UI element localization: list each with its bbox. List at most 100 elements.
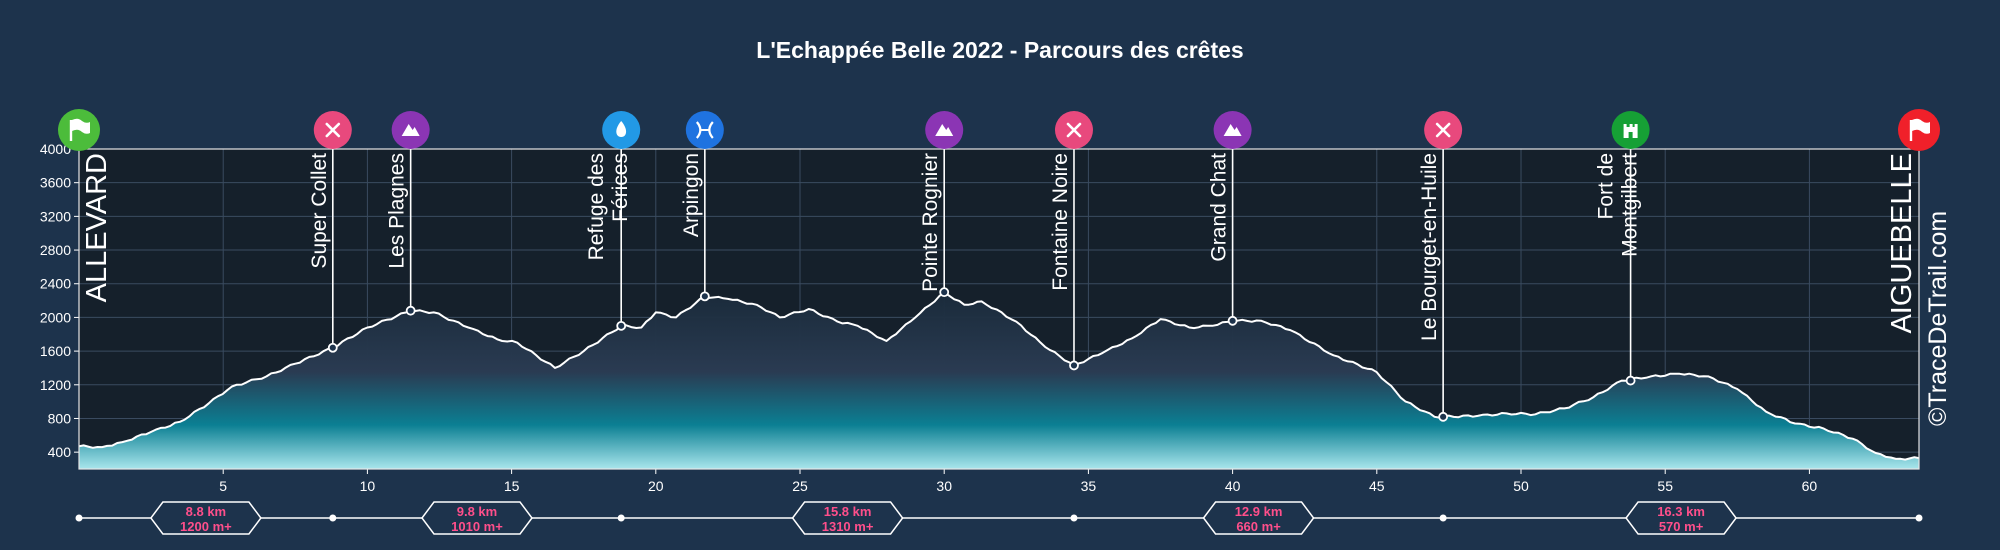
- flag-icon: [1909, 118, 1930, 141]
- segment-distance: 8.8 km: [186, 504, 226, 519]
- segment-gain: 1310 m+: [822, 519, 874, 534]
- waypoint-label-line: Refuge des: [585, 153, 608, 260]
- waypoint-label-line: Les Plagnes: [386, 153, 409, 269]
- waypoint-pointe-rognier: Pointe Rognier: [919, 111, 964, 298]
- x-tick-label: 60: [1802, 478, 1818, 494]
- segment-gain: 660 m+: [1236, 519, 1281, 534]
- x-tick-label: 15: [504, 478, 520, 494]
- pass-icon: [695, 121, 714, 139]
- water-drop-icon: [616, 121, 627, 137]
- segment-gain: 570 m+: [1659, 519, 1704, 534]
- icon-shape: [1912, 118, 1930, 134]
- icon-stroke: [325, 122, 341, 138]
- segment-badge: [149, 501, 262, 535]
- y-tick-label: 4000: [40, 141, 71, 157]
- waypoint-les-plagnes: Les Plagnes: [386, 111, 430, 316]
- waypoint-label-line: Le Bourget-en-Huile: [1418, 153, 1441, 341]
- waypoint-super-collet: Super Collet: [308, 111, 352, 353]
- icon-stroke: [1435, 122, 1451, 138]
- y-tick-label: 2000: [40, 309, 71, 325]
- icon-shape: [72, 118, 90, 134]
- x-tick-label: 20: [648, 478, 664, 494]
- waypoint-label: Fort deMontgilbert: [1595, 153, 1642, 257]
- icon-stroke: [1066, 122, 1082, 138]
- x-axis: 5 10 15 20 25 30 35 40 45 50 55 60: [219, 469, 1817, 494]
- x-tick-label: 25: [792, 478, 808, 494]
- fork-knife-icon: [325, 122, 341, 138]
- start-location-label: ALLEVARD: [81, 153, 113, 302]
- segment-distance: 9.8 km: [457, 504, 497, 519]
- x-tick-label: 40: [1225, 478, 1241, 494]
- y-tick-label: 2400: [40, 276, 71, 292]
- segment-distance: 16.3 km: [1657, 504, 1705, 519]
- waypoint-le-bourget-en-huile: Le Bourget-en-Huile: [1418, 111, 1463, 422]
- x-tick-label: 30: [936, 478, 952, 494]
- waypoint-label: Le Bourget-en-Huile: [1418, 153, 1441, 341]
- x-tick-label: 5: [219, 478, 227, 494]
- segment-boundary-dot: [1915, 514, 1923, 522]
- mountain-icon: [1223, 124, 1242, 136]
- fork-knife-icon: [1435, 122, 1451, 138]
- x-tick-label: 35: [1081, 478, 1097, 494]
- segment-badge: [421, 501, 533, 535]
- elevation-area: [79, 292, 1919, 469]
- start-flag: [58, 109, 100, 151]
- y-tick-label: 1200: [40, 377, 71, 393]
- waypoint-label: Pointe Rognier: [919, 153, 942, 292]
- end-location-label: AIGUEBELLE: [1886, 153, 1918, 334]
- waypoint-label-line: Pointe Rognier: [919, 153, 942, 292]
- waypoint-grand-chat: Grand Chat: [1208, 111, 1252, 326]
- waypoint-label-line: Grand Chat: [1208, 153, 1231, 262]
- icon-shape: [1623, 124, 1638, 138]
- waypoint-markers: Super Collet Les Plagnes Refuge desFérices…: [58, 109, 1940, 422]
- waypoint-label: Les Plagnes: [386, 153, 409, 269]
- fork-knife-icon: [1066, 122, 1082, 138]
- waypoint-refuge-des-f-rices: Refuge desFérices: [585, 111, 641, 331]
- segment-gain: 1200 m+: [180, 519, 232, 534]
- waypoint-label: Arpingon: [680, 153, 703, 237]
- waypoint-label: Fontaine Noire: [1049, 153, 1072, 291]
- waypoint-point: [1625, 375, 1636, 386]
- y-axis: 400 800 1200 1600 2000 2400 2800 3200 3600 4000: [40, 141, 79, 460]
- segment-badge: [791, 501, 904, 535]
- waypoint-point: [405, 305, 416, 316]
- waypoint-point: [699, 291, 710, 302]
- segment-boundary-dot: [75, 514, 83, 522]
- waypoint-label-line: Férices: [609, 153, 632, 222]
- waypoint-point: [1227, 315, 1238, 326]
- y-tick-label: 800: [48, 410, 72, 426]
- flag-icon: [69, 118, 90, 141]
- segment-badge: [1202, 501, 1315, 535]
- plot-border: [78, 148, 1920, 470]
- x-tick-label: 45: [1369, 478, 1385, 494]
- waypoint-point: [616, 320, 627, 331]
- x-tick-label: 10: [360, 478, 376, 494]
- waypoint-label: Grand Chat: [1208, 153, 1231, 262]
- icon-shape: [616, 121, 627, 137]
- y-tick-label: 400: [48, 444, 72, 460]
- chart-title: L'Echappée Belle 2022 - Parcours des crê…: [756, 37, 1243, 63]
- segment-boundary-dot: [329, 514, 337, 522]
- segment-distance: 12.9 km: [1235, 504, 1283, 519]
- segment-distance: 15.8 km: [824, 504, 872, 519]
- watermark-text: ©TraceDeTrail.com: [1924, 211, 1952, 426]
- waypoint-point: [1438, 411, 1449, 422]
- waypoint-arpingon: Arpingon: [680, 111, 724, 302]
- y-tick-label: 3600: [40, 175, 71, 191]
- waypoint-label-line: Fort de: [1595, 153, 1618, 220]
- waypoint-label-line: Montgilbert: [1619, 153, 1642, 257]
- elevation-line: [79, 291, 1919, 461]
- waypoint-point: [1069, 360, 1079, 371]
- icon-door: [1628, 132, 1633, 138]
- y-tick-label: 3200: [40, 208, 71, 224]
- y-tick-label: 2800: [40, 242, 71, 258]
- waypoint-fontaine-noire: Fontaine Noire: [1049, 111, 1093, 371]
- icon-shape: [1223, 124, 1242, 136]
- mountain-icon: [401, 124, 420, 136]
